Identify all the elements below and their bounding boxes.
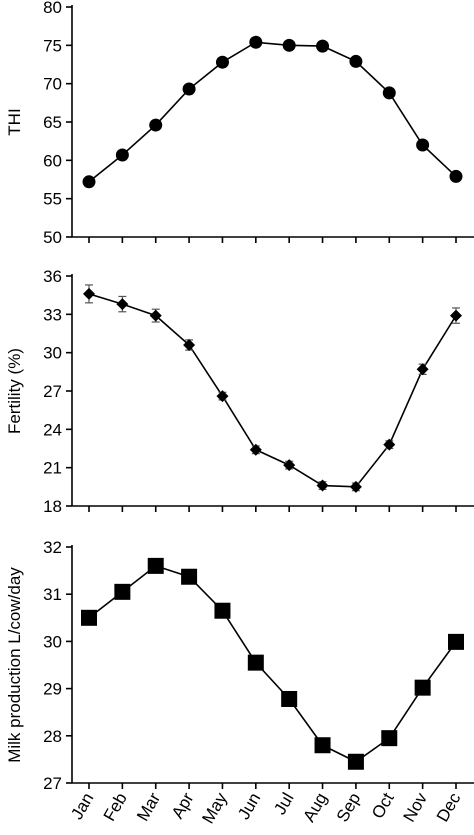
panel-3-y-tick-label: 31 [43,585,62,604]
x-tick-label: Oct [368,789,398,822]
x-tick-label: Sep [333,790,365,826]
panel-2-data-point [216,390,229,403]
panel-3-y-tick-label: 27 [43,774,62,793]
x-tick-label: Jan [67,790,97,823]
panel-1-data-point [282,38,296,52]
panel-1-y-tick-label: 70 [43,75,62,94]
panel-1-y-tick-label: 65 [43,113,62,132]
panel-2-y-tick-label: 27 [43,382,62,401]
panel-2-y-tick-label: 21 [43,459,62,478]
panel-2-data-point [249,443,262,456]
x-tick-label: Jun [234,790,264,823]
panel-3-data-point [181,568,198,585]
panel-3-y-tick-label: 30 [43,632,62,651]
panel-3-data-point [381,730,398,747]
panel-1-data-point [115,148,129,162]
x-tick-label: Mar [133,789,164,824]
x-tick-label: Nov [400,789,432,825]
panel-3-data-point [114,583,131,600]
panel-1-y-tick-label: 60 [43,151,62,170]
panel-1-data-point [82,175,96,189]
x-tick-label: Apr [168,789,198,822]
panel-2-series-line [88,293,457,488]
panel-3-data-point [281,690,298,707]
panel-1-data-point [249,35,263,49]
x-tick-label: Jul [270,790,297,818]
panel-3-data-point [448,633,464,650]
panel-2-y-tick-label: 24 [43,420,62,439]
panel-2-data-point [450,309,462,322]
panel-3-y-tick-label: 29 [43,680,62,699]
panel-1-data-point [382,86,396,100]
panel-3-series-line [88,564,457,763]
x-tick-label: Feb [100,790,131,825]
panel-1-data-point [416,138,430,152]
x-tick-label: May [198,789,231,827]
panel-1-data-point [215,55,229,69]
x-tick-label: Aug [299,790,331,826]
panel-2-data-point [149,309,162,322]
panel-1-y-tick-label: 75 [43,36,62,55]
panel-1-data-point [449,169,463,183]
panel-2-data-point [283,459,296,472]
panel-2-data-point [183,339,196,351]
panel-2-y-tick-label: 36 [43,267,62,286]
panel-3-data-point [414,679,431,696]
panel-3-data-point [314,737,331,754]
panel-2-y-tick-label: 18 [43,497,62,516]
panel-3-data-point [81,609,97,626]
panel-1-data-point [316,39,330,53]
panel-1-y-tick-label: 55 [43,190,62,209]
panel-2-data-point [83,287,95,300]
panel-2-data-point [416,363,429,376]
panel-2-data-point [316,479,329,492]
x-tick-label: Dec [433,789,465,825]
panel-1-data-point [349,54,363,68]
panel-2-y-tick-label: 33 [43,305,62,324]
panel-3-data-point [214,602,231,619]
panel-3-y-tick-label: 32 [43,538,62,557]
panel-3-y-axis-title: Milk production L/cow/day [5,567,24,763]
panel-1-data-point [149,118,163,132]
panel-3-y-tick-label: 28 [43,727,62,746]
panel-1-data-point [182,82,196,96]
panel-2-data-point [349,480,362,493]
panel-3-data-point [147,557,164,574]
panel-1-y-tick-label: 80 [43,0,62,17]
panel-3-data-point [247,654,264,671]
panel-3-data-point [347,753,364,770]
panel-2-y-axis-title: Fertility (%) [5,348,24,434]
panel-1-y-tick-label: 50 [43,228,62,247]
panel-1-series-line [88,41,457,183]
panel-2-data-point [383,438,396,451]
panel-2-y-tick-label: 30 [43,344,62,363]
panel-1-y-axis-title: THI [5,108,24,135]
panel-2-data-point [116,298,129,311]
